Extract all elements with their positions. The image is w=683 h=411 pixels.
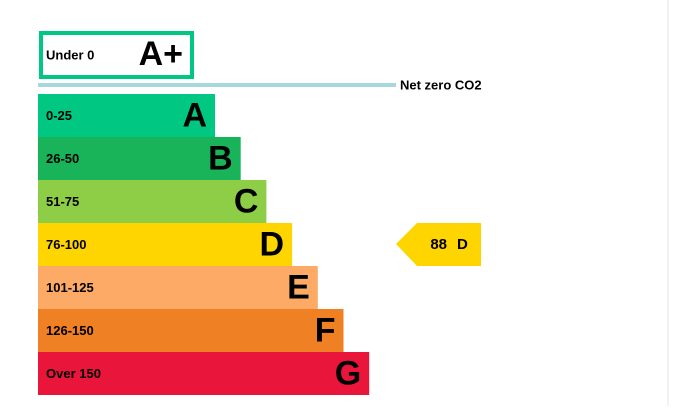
band-bar <box>38 266 318 309</box>
band-range: Over 150 <box>46 366 101 381</box>
band-rating: B <box>208 139 233 177</box>
top-band-box <box>39 31 194 79</box>
band-bar <box>38 94 215 137</box>
net-zero-label: Net zero CO2 <box>400 77 482 92</box>
current-value: 88 <box>430 236 447 253</box>
band-range: 0-25 <box>46 108 72 123</box>
band-bar <box>38 352 370 395</box>
band-range: 26-50 <box>46 151 79 166</box>
band-range: 76-100 <box>46 237 86 252</box>
current-rating: D <box>457 236 468 253</box>
current-rating-pointer <box>396 223 481 266</box>
band-rating: E <box>287 268 310 306</box>
band-rating: D <box>260 225 285 263</box>
band-rating: A <box>182 96 207 134</box>
band-rating: C <box>234 182 259 220</box>
band-bar <box>38 137 241 180</box>
band-range: 101-125 <box>46 280 94 295</box>
band-range: 51-75 <box>46 194 79 209</box>
top-band-rating: A+ <box>139 35 183 73</box>
band-bar <box>38 309 344 352</box>
band-rating: F <box>315 311 336 349</box>
band-bar <box>38 180 267 223</box>
band-rating: G <box>335 354 361 392</box>
top-band-range: Under 0 <box>46 47 94 62</box>
band-bar <box>38 223 293 266</box>
band-range: 126-150 <box>46 323 94 338</box>
